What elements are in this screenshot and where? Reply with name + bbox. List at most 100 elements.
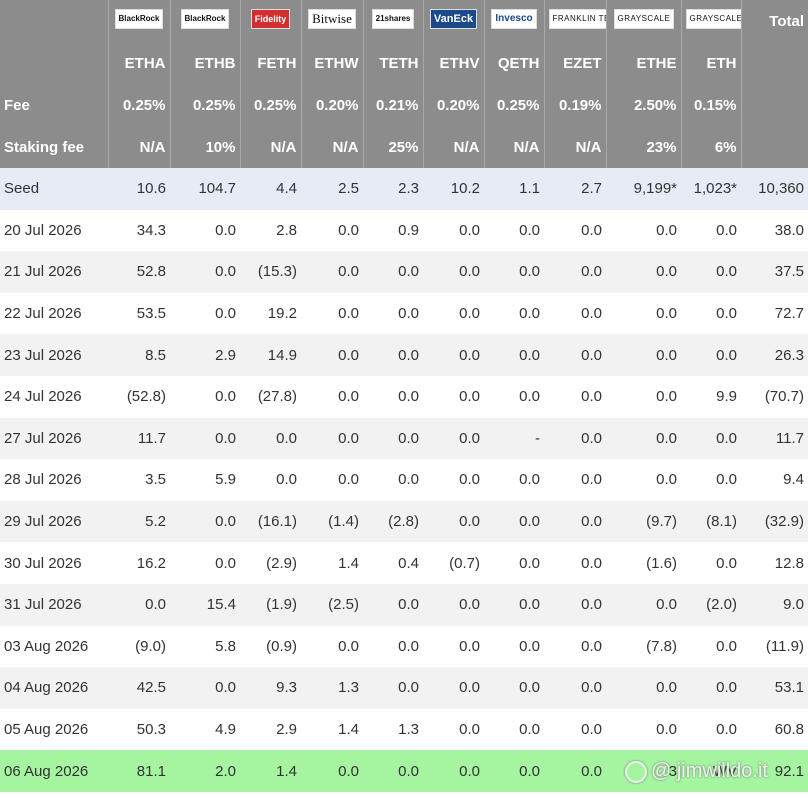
flow-cell: 0.0 (716, 637, 737, 655)
staking-fee-cell: N/A (423, 126, 485, 168)
fee-cell: 0.19% (544, 84, 607, 126)
flow-cell: 0.0 (363, 334, 423, 376)
flow-cell: 1.1 (484, 168, 544, 210)
flow-cell: 0.0 (484, 334, 544, 376)
watermark-icon (625, 760, 647, 783)
flow-cell: 81.1 (108, 750, 170, 792)
flow-cell: 0.0 (519, 388, 540, 406)
row-total: 9.4 (783, 471, 804, 489)
flow-cell: 50.3 (136, 721, 166, 739)
row-total: (70.7) (764, 388, 804, 406)
flow-cell: 4.9 (215, 721, 236, 739)
flow-cell: 0.0 (338, 305, 359, 323)
fee-cell: 0.25% (240, 84, 302, 126)
fee-cell: 0.15% (681, 84, 742, 126)
ticker-total-blank (741, 42, 808, 84)
ticker-cell: ETHE (606, 42, 682, 84)
flow-cell: 0.0 (301, 417, 363, 460)
fee-cell: 2.50% (606, 84, 682, 126)
issuer-logo: Bitwise (301, 0, 364, 42)
staking-fee-cell: N/A (301, 126, 364, 168)
flow-cell: 16.2 (136, 554, 166, 572)
flow-cell: (7.8) (646, 637, 677, 655)
flow-cell: 0.0 (423, 667, 484, 709)
fee-cell: 0.25% (170, 84, 241, 126)
flow-cell: 0.0 (301, 334, 363, 376)
fee-cell: 0.20% (301, 84, 364, 126)
flow-cell: 0.0 (170, 417, 240, 460)
flow-cell: 0.4 (398, 554, 419, 572)
row-date: 23 Jul 2026 (0, 334, 108, 376)
row-date: 31 Jul 2026 (0, 583, 108, 626)
flow-row: 20 Jul 2026 34.3 0.0 2.8 0.0 0.9 0.0 0.0 0.0 0.0 0… (0, 210, 808, 252)
staking-fee-row: Staking fee N/A 10% N/A N/A 25% N/A N/A N/A 23% 6% (0, 126, 808, 168)
flow-cell: 0.0 (363, 583, 423, 626)
flow-cell: 0.0 (215, 305, 236, 323)
flow-cell: 2.5 (301, 168, 363, 210)
flow-cell: 4.4 (240, 168, 301, 210)
flow-cell: 0.0 (544, 750, 606, 792)
flow-cell: 0.0 (459, 305, 480, 323)
seed-row: Seed 10.6 104.7 4.4 2.5 2.3 10.2 1.1 2.7 9,199* 1,… (0, 168, 808, 210)
flow-cell: 1.4 (338, 554, 359, 572)
flow-cell: 0.0 (398, 637, 419, 655)
flow-cell: (2.0) (681, 583, 741, 626)
flow-cell: 0.0 (581, 471, 602, 489)
flow-cell: (1.6) (646, 554, 677, 572)
row-date: 03 Aug 2026 (4, 637, 89, 655)
issuer-logo: Fidelity (240, 0, 302, 42)
issuer-logo: GRAYSCALE (681, 0, 742, 42)
flow-cell: 1.3 (398, 721, 419, 739)
flow-cell: 0.0 (681, 417, 741, 460)
flow-cell: 1.4 (338, 721, 359, 739)
flow-cell: 0.0 (170, 500, 240, 543)
fee-total-blank (741, 84, 808, 126)
flow-cell: 5.8 (215, 637, 236, 655)
flow-cell: 15.4 (170, 583, 240, 626)
flow-cell: 0.0 (581, 554, 602, 572)
flow-cell: 0.0 (484, 667, 544, 709)
fee-row: Fee 0.25% 0.25% 0.25% 0.20% 0.21% 0.20% 0.25% 0.… (0, 84, 808, 126)
flow-cell: 0.0 (606, 583, 681, 626)
flow-cell: 0.0 (170, 251, 240, 293)
issuer-logo: VanEck (423, 0, 485, 42)
flow-cell: 11.7 (108, 417, 170, 460)
flow-cell: 0.0 (215, 221, 236, 239)
flow-cell: (52.8) (126, 388, 166, 406)
flow-cell: 0.0 (423, 251, 484, 293)
flow-cell: 0.0 (398, 471, 419, 489)
flow-cell: 0.0 (459, 388, 480, 406)
issuer-logo: FRANKLIN TEMPLETON (544, 0, 607, 42)
ticker-corner (0, 42, 109, 84)
ticker-cell: ETHW (301, 42, 364, 84)
flow-cell: 0.0 (459, 471, 480, 489)
issuer-logo: 21shares (363, 0, 424, 42)
flow-cell: 5.9 (215, 471, 236, 489)
flow-cell: 0.0 (606, 251, 681, 293)
staking-fee-label: Staking fee (0, 126, 109, 168)
row-date: Seed (0, 168, 108, 210)
row-total: 38.0 (774, 221, 804, 239)
row-total: 12.8 (774, 554, 804, 572)
flow-cell: 0.0 (484, 251, 544, 293)
flow-cell: 0.0 (459, 637, 480, 655)
flow-cell: 0.0 (716, 554, 737, 572)
flow-cell: (2.9) (266, 554, 297, 572)
issuer-logo: Invesco (484, 0, 545, 42)
header-block: BlackRock BlackRock Fidelity Bitwise 21s… (0, 0, 808, 168)
flow-row: 23 Jul 2026 8.5 2.9 14.9 0.0 0.0 0.0 0.0 0.0 0.0 0… (0, 334, 808, 376)
ticker-row: ETHA ETHB FETH ETHW TETH ETHV QETH EZET ETHE ETH (0, 42, 808, 84)
flow-cell: 0.0 (338, 388, 359, 406)
fee-cell: 0.25% (484, 84, 545, 126)
flow-cell: 0.0 (484, 500, 544, 543)
row-date: 30 Jul 2026 (4, 554, 82, 572)
flow-cell: 0.0 (544, 583, 606, 626)
ticker-cell: ETHA (108, 42, 171, 84)
flow-cell: 0.0 (215, 554, 236, 572)
flow-cell: 0.0 (363, 251, 423, 293)
row-total: 26.3 (741, 334, 808, 376)
flow-cell: 42.5 (108, 667, 170, 709)
flow-cell: 9.9 (716, 388, 737, 406)
flow-cell: (0.7) (449, 554, 480, 572)
flow-cell: 2.9 (170, 334, 240, 376)
